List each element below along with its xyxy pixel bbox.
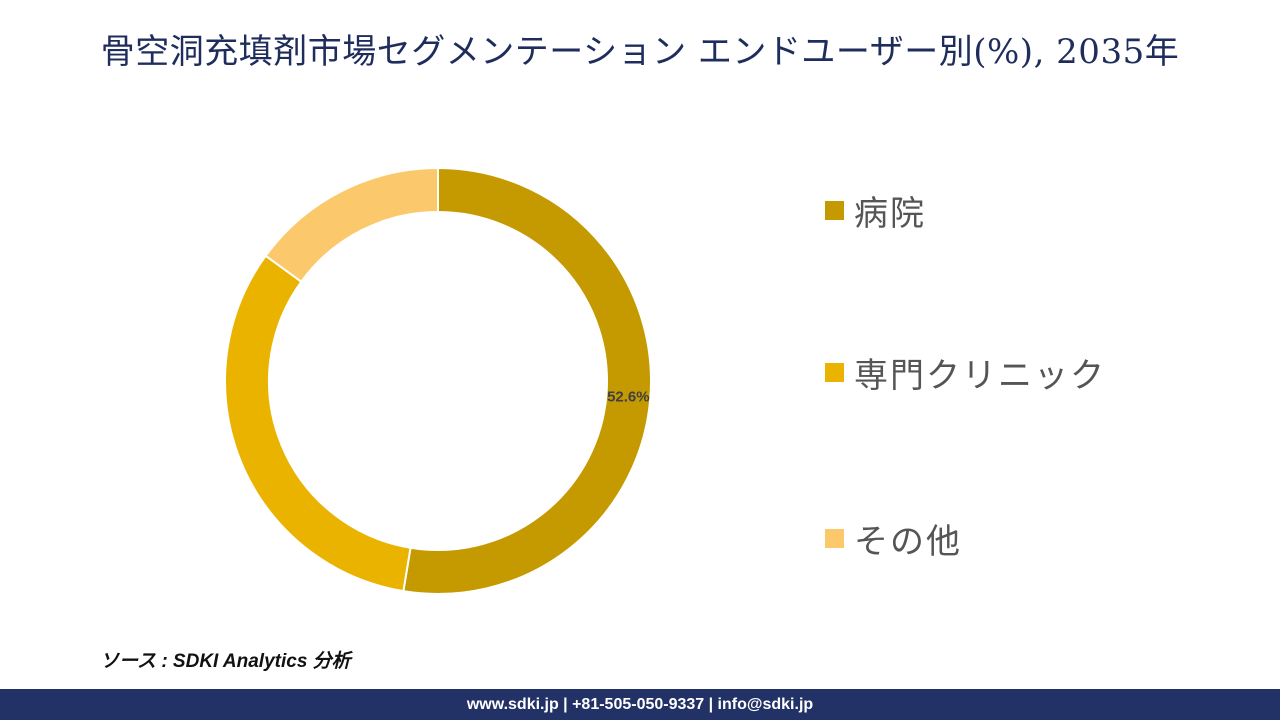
donut-slice-2: [224, 254, 412, 593]
source-note: ソース : SDKI Analytics 分析: [100, 651, 351, 672]
footer-contact-bar: www.sdki.jp | +81-505-050-9337 | info@sd…: [0, 689, 1280, 720]
donut-slices: [224, 166, 652, 595]
legend-label: その他: [854, 522, 962, 562]
legend-label: 病院: [854, 194, 926, 234]
legend-item-3: その他: [825, 514, 962, 563]
legend-swatch: [825, 201, 844, 220]
legend-item-2: 専門クリニック: [825, 348, 1106, 397]
donut-data-labels: 52.6%: [607, 389, 650, 406]
legend-swatch: [825, 363, 844, 382]
data-label-1: 52.6%: [607, 389, 650, 406]
legend-label: 専門クリニック: [854, 356, 1106, 396]
donut-slice-1: [402, 166, 652, 595]
legend-item-1: 病院: [825, 186, 926, 235]
chart-title: 骨空洞充填剤市場セグメンテーション エンドユーザー別(%), 2035年: [100, 32, 1180, 72]
legend-swatch: [825, 529, 844, 548]
donut-slice-3: [264, 166, 439, 284]
